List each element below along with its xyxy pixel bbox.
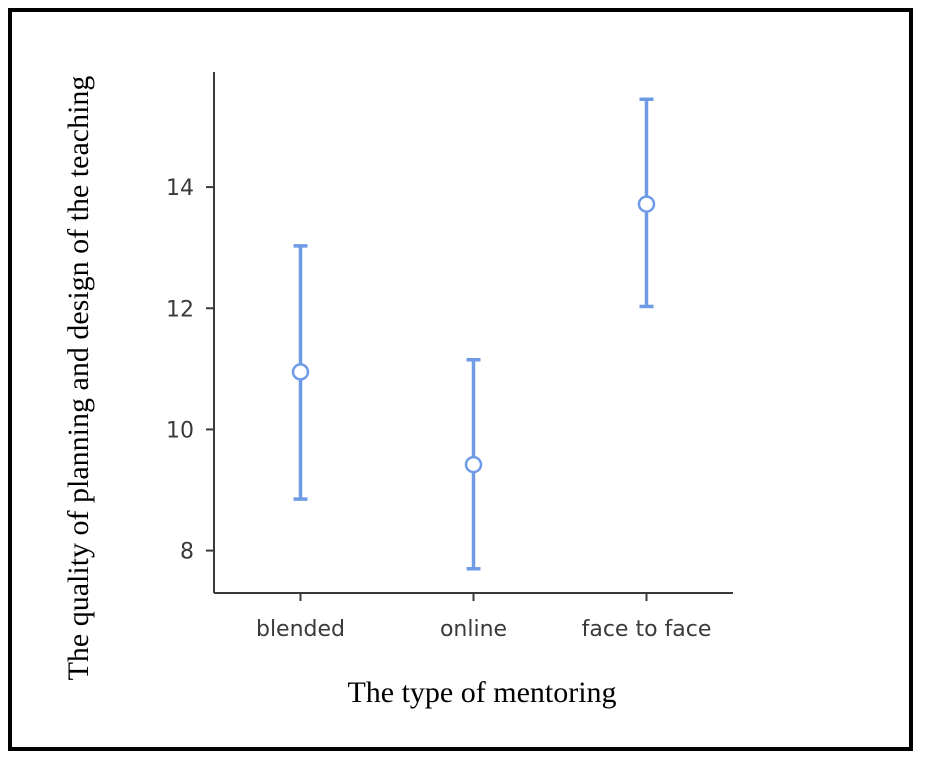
figure-frame [8, 8, 913, 751]
y-tick-label: 14 [166, 176, 194, 201]
x-axis-title: The type of mentoring [347, 676, 616, 709]
mean-point [637, 195, 656, 213]
data-marks [291, 97, 656, 571]
x-tick-label: face to face [582, 617, 712, 642]
mean-point [291, 363, 310, 381]
mean-point [464, 455, 483, 474]
x-ticks: blended online face to face [256, 593, 711, 642]
y-ticks: 8 10 12 14 [166, 176, 214, 565]
x-tick-label: online [440, 617, 507, 642]
x-tick-label: blended [256, 617, 345, 642]
y-axis-title: The quality of planning and design of th… [62, 76, 95, 681]
y-tick-label: 8 [180, 540, 194, 565]
y-tick-label: 10 [166, 418, 194, 443]
y-tick-label: 12 [166, 297, 194, 322]
